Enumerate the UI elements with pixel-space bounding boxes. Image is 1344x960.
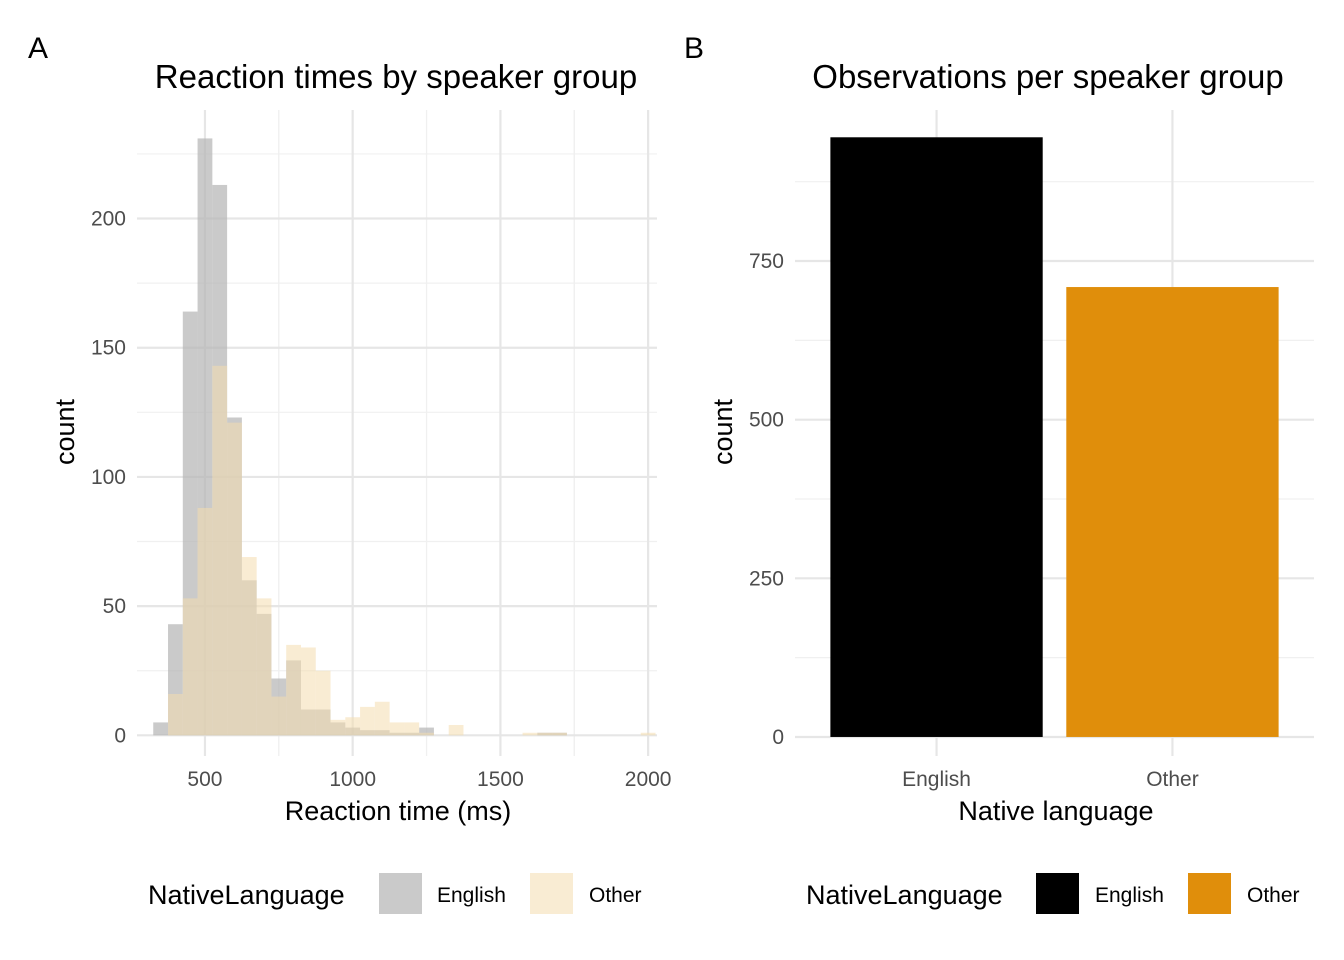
panel-b-legend-label-english: English [1095, 884, 1164, 907]
histogram-bar-other [522, 732, 538, 736]
x-tick-label: 1500 [477, 768, 524, 791]
histogram-bar-other [330, 719, 346, 736]
histogram-bar-other [315, 670, 331, 736]
panel-a-legend-key-other [530, 873, 573, 914]
histogram-bar-other [168, 693, 183, 736]
y-tick-label: 100 [91, 466, 126, 489]
histogram-bar-other [182, 598, 198, 736]
histogram-bar-other [640, 732, 656, 736]
histogram-bar-other [360, 706, 375, 736]
y-tick-label: 500 [749, 409, 784, 432]
histogram-bar-other [300, 647, 316, 736]
y-tick-label: 0 [114, 724, 126, 747]
panel-b-y-axis-title: count [708, 398, 738, 465]
panel-a-y-tick-labels: 0 50 100 150 200 [91, 208, 126, 748]
panel-a-title: Reaction times by speaker group [155, 58, 637, 95]
histogram-bar-other [286, 644, 301, 736]
x-tick-label: 1000 [329, 768, 376, 791]
y-tick-label: 0 [772, 726, 784, 749]
y-tick-label: 250 [749, 567, 784, 590]
panel-a-y-axis-title: count [50, 398, 80, 465]
y-tick-label: 750 [749, 250, 784, 273]
y-tick-label: 50 [103, 595, 126, 618]
panel-b-x-axis-title: Native language [958, 796, 1153, 826]
histogram-bar-other [404, 722, 420, 736]
panel-a-x-axis-title: Reaction time (ms) [285, 796, 512, 826]
panel-b-legend-key-other [1188, 873, 1231, 914]
histogram-bar-other [448, 724, 464, 736]
panel-a-histogram: A Reaction times by speaker group 500 100… [28, 32, 671, 914]
panel-a-bars [153, 138, 656, 736]
histogram-bar-other [419, 732, 434, 736]
bar-other [1066, 287, 1279, 737]
histogram-bar-other [227, 422, 242, 736]
histogram-bar-english [153, 722, 169, 736]
panel-a-tag: A [28, 32, 48, 65]
x-tick-label: Other [1146, 768, 1199, 791]
panel-b-legend-key-english [1036, 873, 1079, 914]
panel-b-title: Observations per speaker group [812, 58, 1283, 95]
x-tick-label: 2000 [625, 768, 672, 791]
histogram-bar-other [389, 722, 405, 736]
panel-a-x-tick-labels: 500 1000 1500 2000 [187, 768, 671, 791]
histogram-bar-other [212, 365, 228, 736]
panel-a-legend-label-other: Other [589, 884, 642, 907]
panel-b-bars [830, 137, 1279, 737]
histogram-bar-other [374, 701, 390, 736]
bar-english [830, 137, 1043, 737]
panel-b-bar-chart: B Observations per speaker group English… [684, 32, 1314, 914]
x-tick-label: English [902, 768, 971, 791]
panel-a-legend: NativeLanguage English Other [148, 873, 642, 914]
histogram-bar-other [537, 732, 553, 736]
panel-b-legend-label-other: Other [1247, 884, 1300, 907]
panel-a-legend-key-english [379, 873, 422, 914]
panel-b-tag: B [684, 32, 704, 65]
histogram-bar-other [345, 717, 361, 736]
panel-a-legend-label-english: English [437, 884, 506, 907]
histogram-bar-other [552, 732, 567, 736]
histogram-bar-other [256, 598, 272, 736]
panel-a-legend-title: NativeLanguage [148, 880, 345, 910]
panel-b-x-tick-labels: English Other [902, 768, 1199, 791]
histogram-bar-english [419, 727, 434, 736]
y-tick-label: 150 [91, 337, 126, 360]
histogram-bar-other [197, 507, 213, 736]
y-tick-label: 200 [91, 208, 126, 231]
panel-b-y-tick-labels: 0 250 500 750 [749, 250, 784, 749]
panel-b-legend: NativeLanguage English Other [806, 873, 1300, 914]
x-tick-label: 500 [187, 768, 222, 791]
histogram-bar-other [241, 557, 257, 736]
panel-b-legend-title: NativeLanguage [806, 880, 1003, 910]
histogram-bar-other [271, 696, 287, 736]
